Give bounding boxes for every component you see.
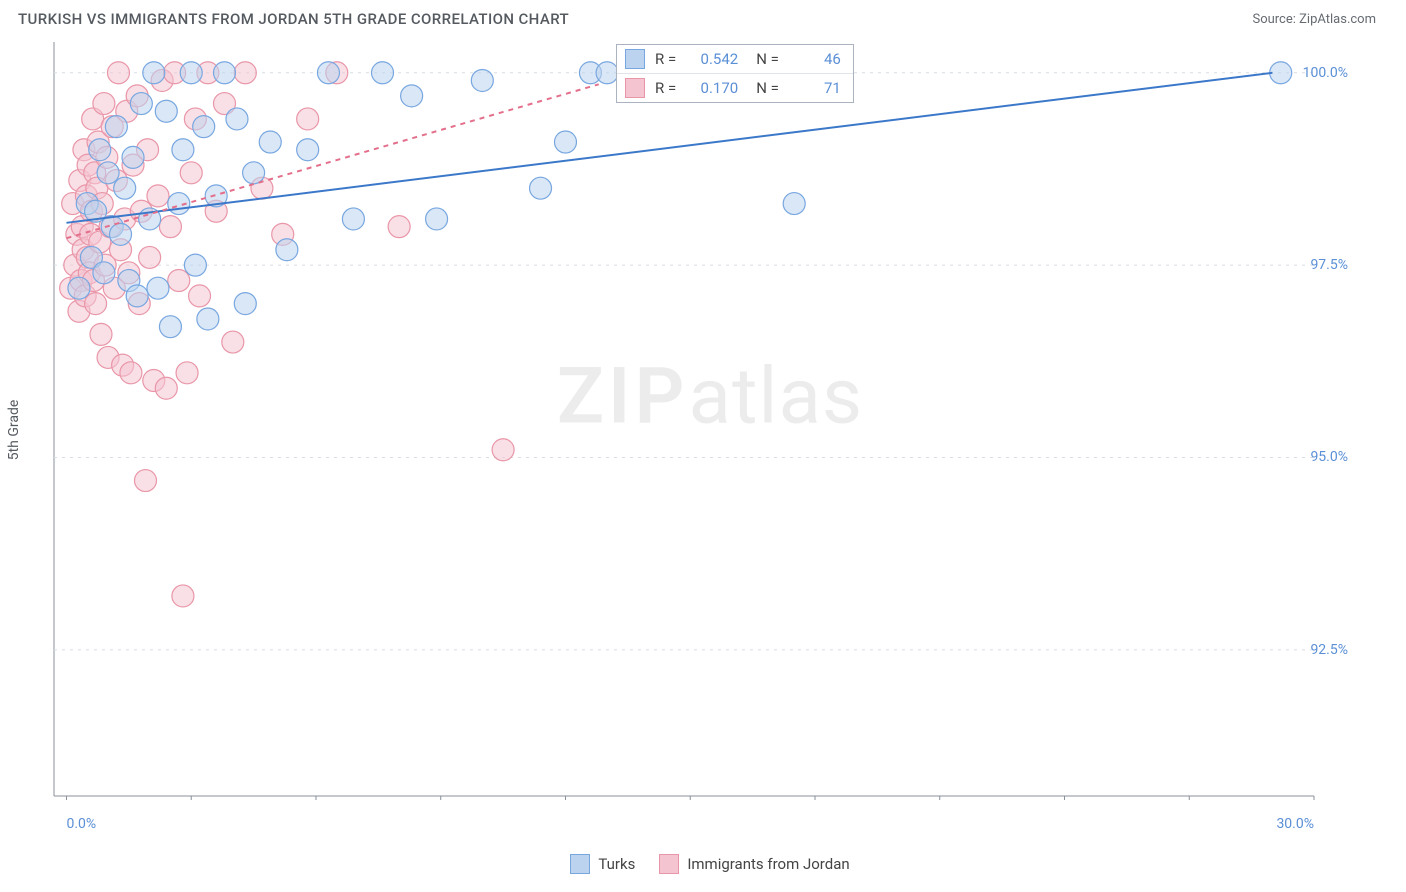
- scatter-point-turks: [530, 177, 552, 199]
- scatter-point-turks: [471, 69, 493, 91]
- stat-n-value: 46: [789, 50, 841, 68]
- stats-row-jordan: R = 0.170 N = 71: [617, 73, 853, 102]
- scatter-point-turks: [317, 62, 339, 84]
- y-tick-label: 92.5%: [1310, 642, 1348, 658]
- legend-item-jordan: Immigrants from Jordan: [659, 854, 849, 874]
- scatter-point-turks: [159, 316, 181, 338]
- legend-swatch-turks: [625, 49, 645, 69]
- y-axis-label: 5th Grade: [6, 400, 22, 461]
- scatter-point-turks: [143, 62, 165, 84]
- stat-r-label: R =: [655, 50, 676, 68]
- scatter-point-turks: [184, 254, 206, 276]
- source-label: Source: ZipAtlas.com: [1252, 12, 1376, 27]
- scatter-point-turks: [213, 62, 235, 84]
- y-tick-label: 95.0%: [1310, 449, 1348, 465]
- scatter-point-turks: [1270, 62, 1292, 84]
- scatter-point-turks: [342, 208, 364, 230]
- stat-n-value: 71: [789, 79, 841, 97]
- scatter-point-turks: [276, 239, 298, 261]
- scatter-point-turks: [226, 108, 248, 130]
- scatter-point-jordan: [85, 293, 107, 315]
- scatter-point-turks: [93, 262, 115, 284]
- legend-swatch-turks: [570, 854, 590, 874]
- scatter-point-turks: [372, 62, 394, 84]
- stats-row-turks: R = 0.542 N = 46: [617, 45, 853, 73]
- x-tick-label: 30.0%: [1276, 816, 1314, 832]
- scatter-point-turks: [105, 116, 127, 138]
- scatter-point-turks: [114, 177, 136, 199]
- legend-label: Immigrants from Jordan: [687, 855, 849, 873]
- y-tick-label: 97.5%: [1310, 257, 1348, 273]
- x-tick-label: 0.0%: [66, 816, 96, 832]
- scatter-point-jordan: [172, 585, 194, 607]
- legend-label: Turks: [598, 855, 635, 873]
- scatter-point-turks: [234, 293, 256, 315]
- scatter-point-jordan: [189, 285, 211, 307]
- scatter-point-turks: [89, 139, 111, 161]
- legend-swatch-jordan: [625, 78, 645, 98]
- bottom-legend: Turks Immigrants from Jordan: [50, 854, 1370, 874]
- scatter-point-turks: [172, 139, 194, 161]
- scatter-point-turks: [401, 85, 423, 107]
- scatter-point-jordan: [134, 470, 156, 492]
- scatter-point-turks: [147, 277, 169, 299]
- scatter-point-jordan: [297, 108, 319, 130]
- scatter-point-turks: [243, 162, 265, 184]
- scatter-point-turks: [197, 308, 219, 330]
- scatter-point-jordan: [388, 216, 410, 238]
- scatter-point-turks: [155, 100, 177, 122]
- scatter-point-jordan: [90, 323, 112, 345]
- y-tick-label: 100.0%: [1303, 65, 1348, 81]
- scatter-point-jordan: [234, 62, 256, 84]
- chart-title: TURKISH VS IMMIGRANTS FROM JORDAN 5TH GR…: [18, 10, 569, 28]
- stats-legend-box: R = 0.542 N = 46 R = 0.170 N = 71: [616, 44, 854, 103]
- scatter-point-jordan: [176, 362, 198, 384]
- scatter-point-jordan: [93, 93, 115, 115]
- scatter-point-turks: [97, 162, 119, 184]
- scatter-point-turks: [193, 116, 215, 138]
- scatter-point-jordan: [147, 185, 169, 207]
- scatter-point-jordan: [492, 439, 514, 461]
- scatter-point-turks: [130, 93, 152, 115]
- scatter-point-jordan: [159, 216, 181, 238]
- scatter-point-turks: [126, 285, 148, 307]
- scatter-point-jordan: [139, 246, 161, 268]
- scatter-point-jordan: [222, 331, 244, 353]
- scatter-point-jordan: [180, 162, 202, 184]
- scatter-chart-svg: [50, 40, 1370, 800]
- legend-item-turks: Turks: [570, 854, 635, 874]
- stat-n-label: N =: [756, 50, 779, 68]
- scatter-point-jordan: [120, 362, 142, 384]
- stat-r-label: R =: [655, 79, 676, 97]
- scatter-point-turks: [259, 131, 281, 153]
- scatter-point-turks: [426, 208, 448, 230]
- scatter-point-turks: [68, 277, 90, 299]
- scatter-point-jordan: [107, 62, 129, 84]
- chart-plot-area: ZIPatlas R =0.542N =46R =0.170N =71 92.5…: [50, 40, 1370, 800]
- scatter-point-turks: [110, 223, 132, 245]
- scatter-point-turks: [596, 62, 618, 84]
- scatter-point-turks: [180, 62, 202, 84]
- scatter-point-jordan: [168, 270, 190, 292]
- legend-swatch-jordan: [659, 854, 679, 874]
- scatter-point-turks: [122, 146, 144, 168]
- scatter-point-turks: [297, 139, 319, 161]
- stat-n-label: N =: [756, 79, 779, 97]
- scatter-point-turks: [783, 193, 805, 215]
- scatter-point-jordan: [155, 377, 177, 399]
- stat-r-value: 0.170: [686, 79, 738, 97]
- scatter-point-turks: [554, 131, 576, 153]
- stat-r-value: 0.542: [686, 50, 738, 68]
